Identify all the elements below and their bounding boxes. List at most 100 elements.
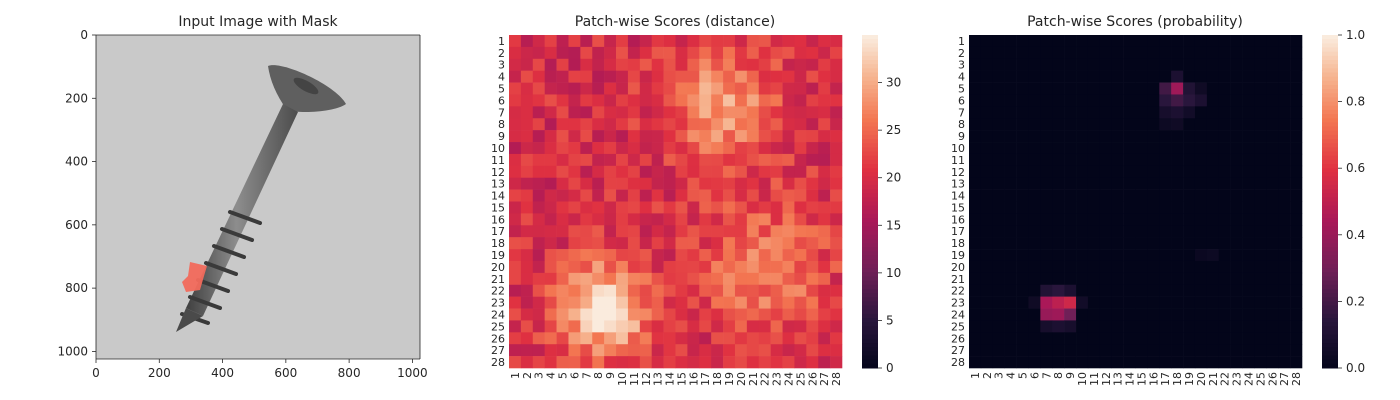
colorbar-segment xyxy=(862,201,878,207)
heatmap-cell xyxy=(746,308,760,321)
colorbar-segment xyxy=(1322,193,1338,198)
heatmap-cell xyxy=(758,177,771,190)
heatmap-cell xyxy=(1123,106,1136,119)
heatmap-cell xyxy=(509,142,522,155)
heatmap-cell xyxy=(592,106,605,119)
heatmap-cell xyxy=(723,106,736,119)
heatmap-cell xyxy=(1076,308,1089,321)
heatmap-cell xyxy=(663,284,676,297)
heatmap-cell xyxy=(604,332,617,345)
heatmap-cell xyxy=(687,177,700,190)
heatmap-cell xyxy=(616,213,629,226)
heatmap-cell xyxy=(794,249,807,262)
heatmap-cell xyxy=(1290,225,1303,238)
heatmap-cell xyxy=(782,142,795,155)
heatmap-cell xyxy=(818,189,831,202)
heatmap-cell xyxy=(1230,118,1243,131)
heatmap-cell xyxy=(980,296,994,309)
heatmap-cell xyxy=(639,189,653,202)
heatmap-cell xyxy=(1040,344,1053,357)
heatmap-cell xyxy=(1052,320,1065,333)
heatmap-cell xyxy=(770,82,783,95)
heatmap-cell xyxy=(544,165,557,179)
heatmap-cell xyxy=(1218,356,1231,369)
heatmap-cell xyxy=(1040,177,1053,190)
heatmap-cell xyxy=(1171,308,1184,321)
heatmap-cell xyxy=(806,165,819,179)
heatmap-cell xyxy=(818,153,831,167)
heatmap-cell xyxy=(1290,46,1303,60)
heatmap-cell xyxy=(1123,284,1136,297)
heatmap-cell xyxy=(1242,213,1255,226)
heatmap-cell xyxy=(818,118,831,131)
heatmap-cell xyxy=(1230,344,1243,357)
heatmap-cell xyxy=(1206,118,1220,131)
heatmap-cell xyxy=(639,94,653,107)
heatmap-cell xyxy=(1206,225,1220,238)
colorbar-segment xyxy=(862,122,878,128)
colorbar-segment xyxy=(1322,43,1338,48)
heatmap-cell xyxy=(1218,344,1231,357)
col-label: 19 xyxy=(1183,372,1196,386)
heatmap-cell xyxy=(544,70,557,83)
heatmap-cell xyxy=(1076,153,1089,167)
heatmap-cell xyxy=(1242,225,1255,238)
heatmap-cell xyxy=(1159,249,1172,262)
heatmap-cell xyxy=(1111,249,1124,262)
heatmap-cell xyxy=(1206,272,1220,286)
heatmap-cell xyxy=(616,308,629,321)
x-tick-label: 400 xyxy=(211,366,234,380)
heatmap-cell xyxy=(1159,35,1172,48)
heatmap-cell xyxy=(639,260,653,274)
heatmap-cell xyxy=(758,118,771,131)
heatmap-cell xyxy=(675,356,688,369)
heatmap-cell xyxy=(1016,249,1029,262)
heatmap-cell xyxy=(830,35,843,48)
heatmap-cell xyxy=(1076,344,1089,357)
heatmap-cell xyxy=(1099,189,1113,202)
colorbar-segment xyxy=(1322,122,1338,128)
heatmap-cell xyxy=(1087,272,1101,286)
heatmap-cell xyxy=(794,225,807,238)
heatmap-cell xyxy=(980,201,994,214)
heatmap-cell xyxy=(1183,189,1196,202)
colorbar-segment xyxy=(862,322,878,327)
heatmap-cell xyxy=(1242,189,1255,202)
colorbar-segment xyxy=(1322,139,1338,144)
heatmap-cell xyxy=(711,130,724,143)
heatmap-cell xyxy=(687,118,700,131)
colorbar-segment xyxy=(1322,218,1338,223)
heatmap-cell xyxy=(1242,177,1255,190)
heatmap-cell xyxy=(711,70,724,83)
heatmap-cell xyxy=(980,94,994,107)
heatmap-cell xyxy=(1004,165,1017,179)
colorbar-segment xyxy=(1322,363,1338,369)
heatmap-cell xyxy=(1290,94,1303,107)
heatmap-cell xyxy=(794,35,807,48)
heatmap-cell xyxy=(782,58,795,71)
heatmap-cell xyxy=(604,308,617,321)
heatmap-cell xyxy=(1135,82,1148,95)
heatmap-cell xyxy=(980,308,994,321)
heatmap-cell xyxy=(1242,284,1255,297)
colorbar-segment xyxy=(1322,72,1338,78)
heatmap-cell xyxy=(1242,332,1255,345)
heatmap-cell xyxy=(580,58,593,71)
heatmap-cell xyxy=(830,142,843,155)
heatmap-cell xyxy=(1111,70,1124,83)
heatmap-cell xyxy=(969,58,982,71)
heatmap-cell xyxy=(520,296,534,309)
heatmap-cell xyxy=(1064,177,1077,190)
heatmap-cell xyxy=(699,308,712,321)
colorbar-segment xyxy=(862,243,878,248)
heatmap-cell xyxy=(1016,201,1029,214)
row-label: 10 xyxy=(951,142,965,155)
heatmap-cell xyxy=(1052,153,1065,167)
heatmap-cell xyxy=(568,201,581,214)
heatmap-cell xyxy=(723,320,736,333)
heatmap-cell xyxy=(1218,177,1231,190)
heatmap-cell xyxy=(1064,130,1077,143)
heatmap-cell xyxy=(604,213,617,226)
col-label: 23 xyxy=(1231,372,1244,386)
colorbar-segment xyxy=(1322,118,1338,123)
